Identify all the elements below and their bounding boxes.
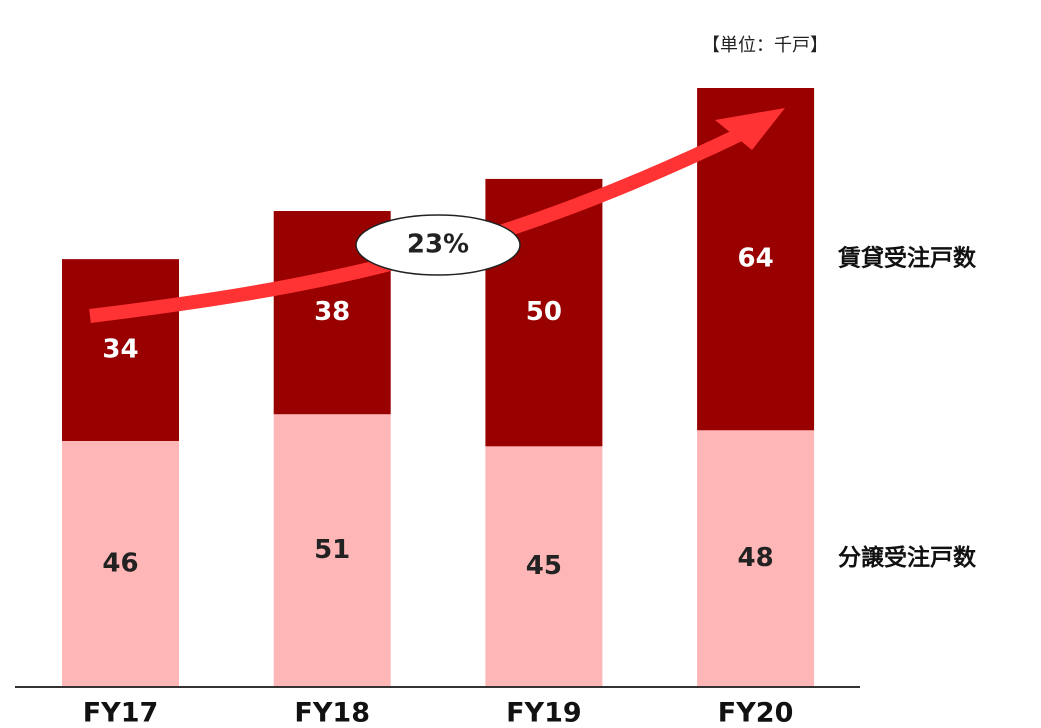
value-label: 51	[314, 535, 350, 565]
growth-arrow	[89, 108, 785, 323]
bar-segment	[62, 440, 179, 687]
bars	[62, 88, 815, 687]
arrow-head	[715, 108, 785, 150]
legend-label: 分譲受注戸数	[838, 544, 977, 571]
value-label: 46	[102, 548, 138, 578]
annotation: 23%	[407, 230, 469, 260]
unit-label: 【単位：千戸】	[702, 35, 828, 56]
value-label: 34	[102, 335, 138, 365]
value-label: 64	[738, 244, 774, 274]
x-tick-label: FY19	[506, 698, 582, 728]
x-tick-label: FY18	[294, 698, 370, 728]
labels: 46 34 FY17 51 38 FY18 45 50 FY19 48 64 FY20 分譲受注戸数賃貸…	[83, 244, 977, 728]
bar-segment	[273, 414, 391, 687]
bar-segment	[62, 259, 179, 441]
legend-label: 賃貸受注戸数	[837, 245, 977, 272]
value-label: 45	[526, 551, 562, 581]
annotation-bubble	[355, 214, 521, 276]
x-tick-label: FY17	[83, 698, 159, 728]
bar-segment	[697, 430, 815, 687]
value-label: 38	[314, 297, 350, 327]
x-tick-label: FY20	[718, 698, 794, 728]
value-label: 50	[526, 297, 562, 327]
bar-segment	[485, 446, 603, 687]
value-label: 48	[738, 543, 774, 573]
